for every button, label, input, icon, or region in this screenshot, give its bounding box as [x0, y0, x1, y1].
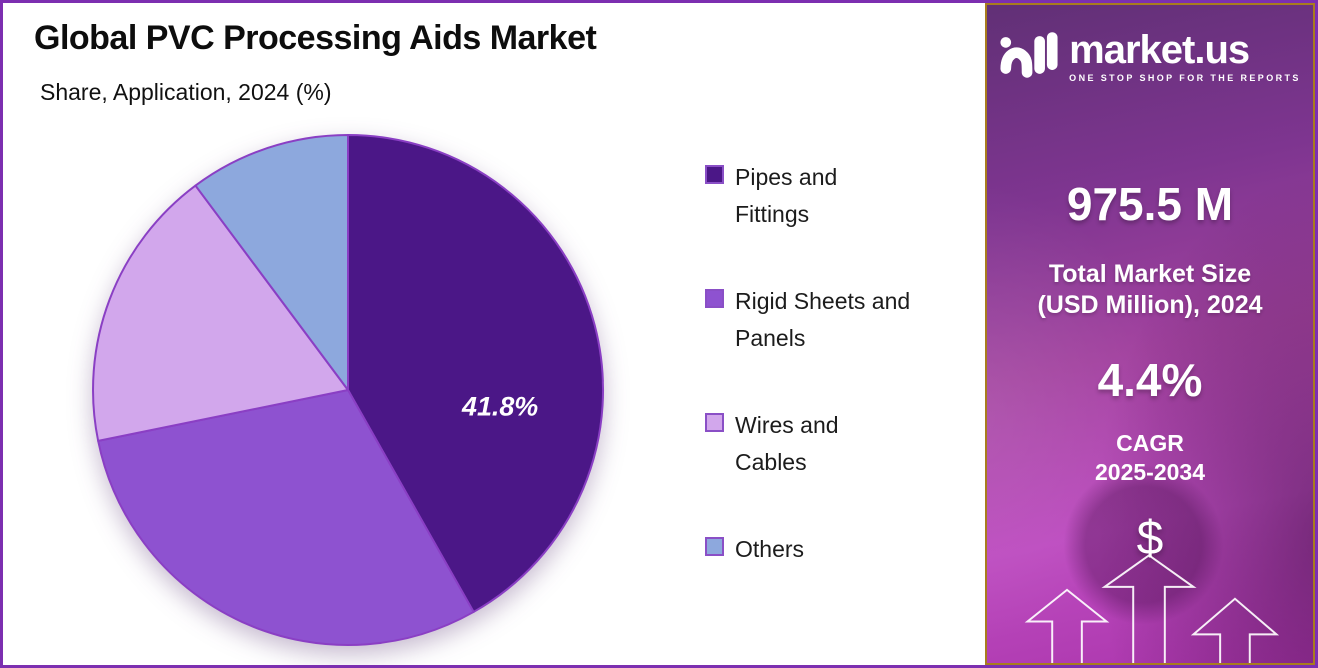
pie-data-label: 41.8%	[461, 392, 538, 422]
logo: market.us ONE STOP SHOP FOR THE REPORTS	[987, 29, 1313, 83]
legend-swatch-icon	[705, 165, 724, 184]
market-size-label-line2: (USD Million), 2024	[1037, 291, 1263, 319]
legend-item: Rigid Sheets and Panels	[705, 283, 965, 357]
legend-item: Wires and Cables	[705, 407, 965, 481]
legend-label: Others	[735, 536, 805, 562]
sidebar: market.us ONE STOP SHOP FOR THE REPORTS …	[985, 3, 1315, 665]
legend-swatch-icon	[705, 413, 724, 432]
legend-label: Wires and Cables	[735, 412, 839, 475]
legend: Pipes and Fittings Rigid Sheets and Panel…	[705, 159, 965, 568]
legend-label: Pipes and Fittings	[735, 164, 838, 227]
pie-slice	[92, 184, 349, 442]
pie-slice	[194, 133, 349, 391]
logo-text-block: market.us ONE STOP SHOP FOR THE REPORTS	[1069, 29, 1301, 83]
chart-area: Global PVC Processing Aids Market Share,…	[3, 3, 985, 665]
market-size-label-line1: Total Market Size	[1048, 260, 1252, 288]
pie-chart: 41.8%	[92, 133, 604, 646]
legend-label: Rigid Sheets and Panels	[735, 288, 911, 351]
legend-swatch-icon	[705, 537, 724, 556]
legend-item: Pipes and Fittings	[705, 159, 965, 233]
page-subtitle: Share, Application, 2024 (%)	[40, 79, 332, 105]
cagr-label-line1: CAGR	[1116, 430, 1184, 456]
marketus-logo-icon	[1000, 32, 1058, 78]
market-size-label: Total Market Size (USD Million), 2024	[987, 259, 1313, 321]
cagr-label-line2: 2025-2034	[1095, 459, 1205, 485]
cagr-label: CAGR 2025-2034	[987, 429, 1313, 487]
legend-item: Others	[705, 531, 965, 568]
growth-arrows-icon	[1024, 554, 1280, 663]
pie-slice	[347, 133, 604, 613]
pie-slice	[97, 389, 475, 646]
market-size-value: 975.5 M	[1066, 178, 1234, 230]
cagr-value: 4.4%	[1097, 354, 1203, 406]
page-title: Global PVC Processing Aids Market	[34, 19, 597, 57]
logo-wordmark: market.us	[1069, 28, 1250, 72]
logo-tagline: ONE STOP SHOP FOR THE REPORTS	[1069, 73, 1301, 83]
legend-swatch-icon	[705, 289, 724, 308]
